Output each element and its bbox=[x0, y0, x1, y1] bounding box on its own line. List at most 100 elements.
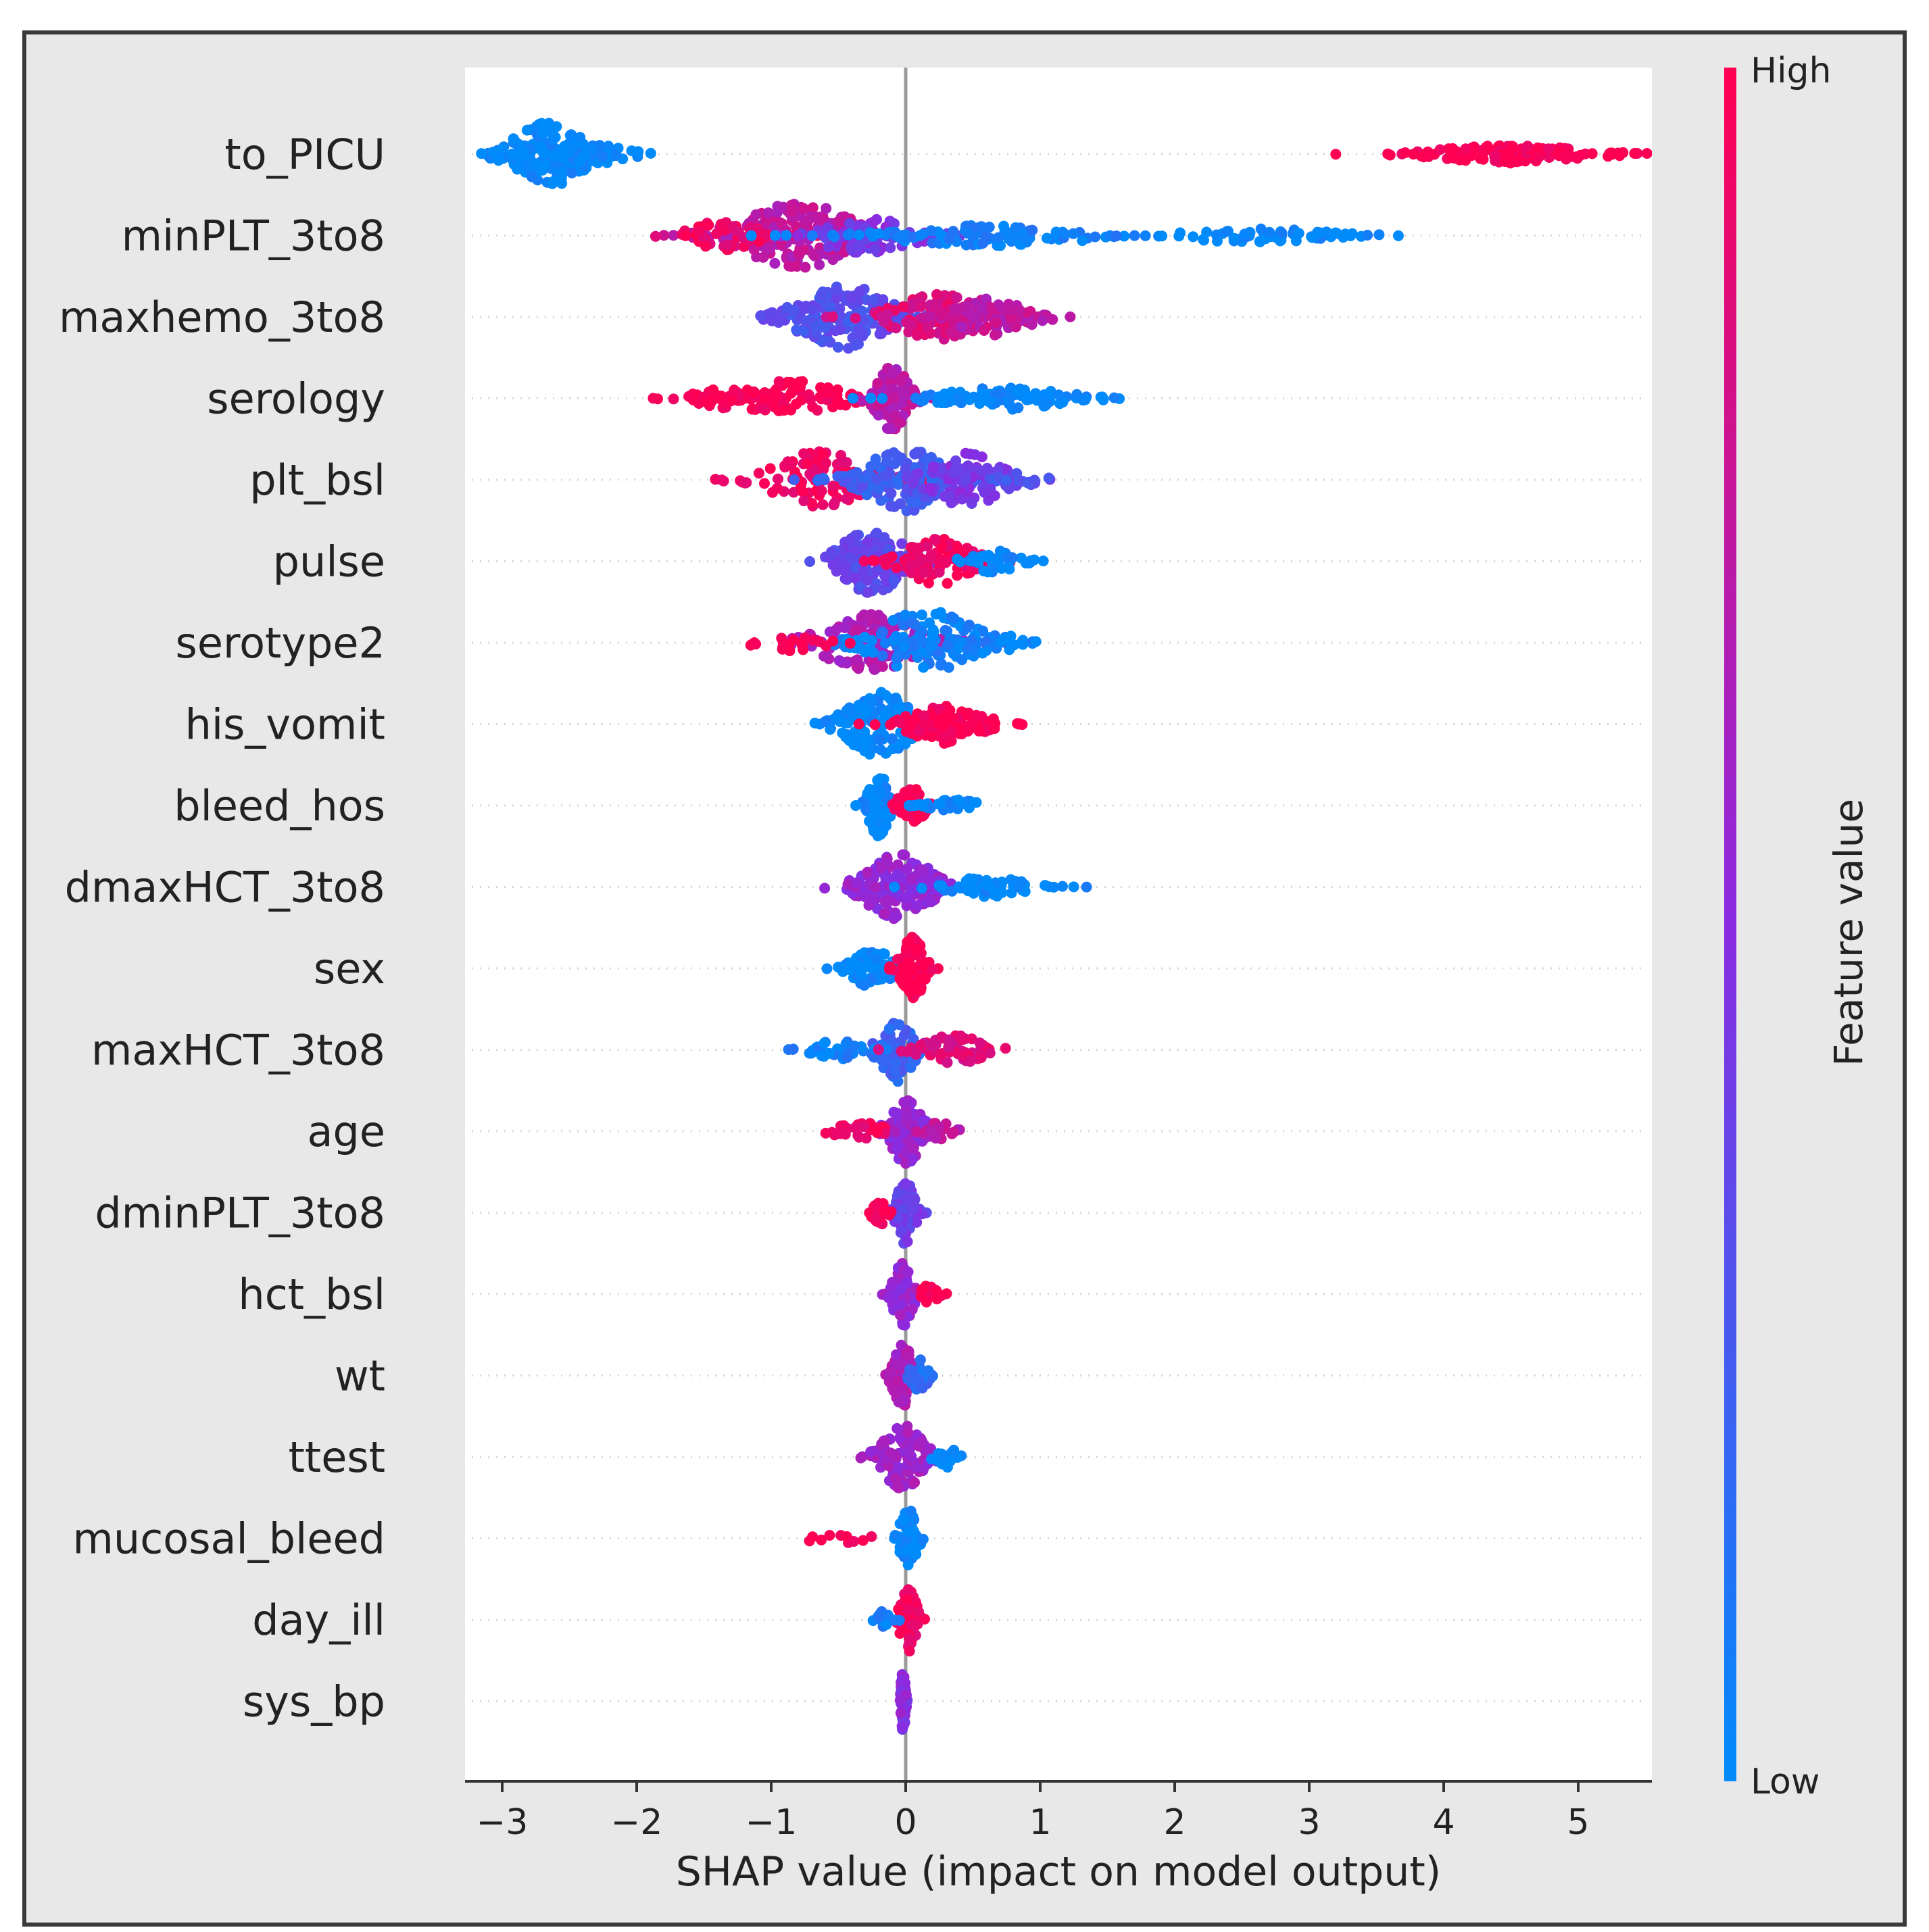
shap-point bbox=[536, 118, 547, 129]
shap-point bbox=[844, 637, 856, 649]
feature-dots-minPLT_3to8 bbox=[650, 199, 1404, 273]
shap-point bbox=[875, 734, 886, 745]
shap-point bbox=[923, 1365, 934, 1377]
shap-point bbox=[910, 784, 922, 795]
shap-point bbox=[913, 811, 925, 822]
shap-point bbox=[975, 1052, 987, 1064]
shap-point bbox=[1024, 393, 1035, 405]
shap-point bbox=[668, 393, 679, 405]
shap-point bbox=[942, 1462, 953, 1473]
shap-point bbox=[808, 635, 819, 646]
shap-point bbox=[915, 1039, 926, 1051]
shap-point bbox=[894, 1019, 905, 1031]
shap-point bbox=[860, 706, 872, 718]
shap-point bbox=[925, 802, 936, 814]
shap-point bbox=[846, 552, 857, 564]
x-axis-ticks: −3 −2 −1 0 1 2 3 4 5 bbox=[477, 1781, 1590, 1843]
shap-point bbox=[898, 1097, 910, 1108]
shap-point bbox=[877, 626, 888, 638]
shap-point bbox=[1534, 151, 1545, 163]
shap-point bbox=[750, 209, 762, 220]
shap-point bbox=[896, 538, 908, 549]
shap-point bbox=[769, 230, 781, 241]
feature-label: plt_bsl bbox=[249, 455, 385, 505]
shap-point bbox=[1340, 228, 1351, 240]
shap-point bbox=[888, 574, 900, 586]
shap-point bbox=[547, 134, 559, 145]
shap-point bbox=[831, 284, 843, 296]
shap-point bbox=[873, 483, 885, 495]
shap-point bbox=[1029, 474, 1040, 486]
shap-point bbox=[844, 218, 856, 229]
shap-point bbox=[926, 1454, 937, 1465]
shap-point bbox=[739, 477, 751, 489]
shap-point bbox=[827, 254, 839, 266]
shap-point bbox=[877, 650, 888, 662]
shap-point bbox=[840, 1039, 852, 1049]
shap-point bbox=[897, 1204, 908, 1215]
shap-point bbox=[892, 1482, 904, 1493]
shap-point bbox=[706, 396, 717, 407]
shap-point bbox=[787, 1044, 798, 1055]
shap-point bbox=[829, 497, 840, 509]
shap-point bbox=[974, 1037, 985, 1049]
shap-point bbox=[1460, 143, 1471, 155]
shap-point bbox=[816, 448, 828, 460]
shap-point bbox=[908, 641, 919, 652]
shap-point bbox=[952, 794, 964, 806]
shap-point bbox=[1478, 153, 1489, 165]
shap-point bbox=[887, 733, 898, 745]
shap-point bbox=[1012, 386, 1024, 397]
shap-point bbox=[939, 624, 951, 636]
shap-point bbox=[594, 140, 606, 151]
shap-point bbox=[816, 485, 827, 497]
shap-point bbox=[891, 660, 902, 672]
feature-dots-dminPLT_3to8 bbox=[864, 1178, 932, 1249]
shap-point bbox=[967, 555, 978, 567]
shap-point bbox=[906, 497, 918, 508]
shap-point bbox=[844, 735, 855, 746]
shap-point bbox=[925, 641, 937, 652]
shap-point bbox=[954, 728, 965, 739]
shap-point bbox=[893, 1604, 904, 1615]
shap-point bbox=[758, 393, 769, 404]
shap-point bbox=[585, 144, 597, 155]
shap-point bbox=[902, 958, 914, 969]
shap-point bbox=[796, 639, 808, 651]
shap-point bbox=[1507, 141, 1519, 152]
shap-point bbox=[892, 859, 904, 870]
shap-point bbox=[964, 619, 975, 630]
shap-point bbox=[1175, 227, 1186, 239]
shap-point bbox=[990, 317, 1002, 328]
shap-point bbox=[550, 159, 561, 170]
shap-point bbox=[1095, 391, 1106, 403]
shap-point bbox=[879, 908, 890, 919]
x-tick-label: −2 bbox=[611, 1802, 663, 1843]
shap-point bbox=[779, 405, 790, 416]
shap-point bbox=[913, 1606, 925, 1618]
shap-point bbox=[716, 474, 727, 486]
shap-point bbox=[921, 1296, 932, 1308]
shap-point bbox=[1037, 555, 1049, 567]
shap-point bbox=[858, 473, 869, 485]
shap-point bbox=[917, 800, 928, 812]
shap-point bbox=[1065, 311, 1076, 322]
shap-point bbox=[854, 286, 865, 297]
shap-point bbox=[693, 226, 705, 237]
shap-point bbox=[917, 609, 927, 620]
shap-point bbox=[756, 402, 767, 414]
shap-point bbox=[887, 368, 899, 378]
shap-point bbox=[935, 658, 947, 670]
shap-point bbox=[904, 935, 915, 947]
shap-point bbox=[1543, 143, 1554, 155]
shap-point bbox=[891, 475, 902, 487]
shap-point bbox=[890, 1358, 902, 1370]
shap-point bbox=[1059, 228, 1071, 240]
shap-point bbox=[785, 387, 797, 399]
shap-point bbox=[839, 622, 850, 633]
shap-point bbox=[979, 487, 990, 498]
shap-point bbox=[904, 987, 916, 998]
shap-point bbox=[873, 1612, 885, 1623]
shap-point bbox=[858, 555, 870, 567]
shap-point bbox=[819, 650, 829, 662]
